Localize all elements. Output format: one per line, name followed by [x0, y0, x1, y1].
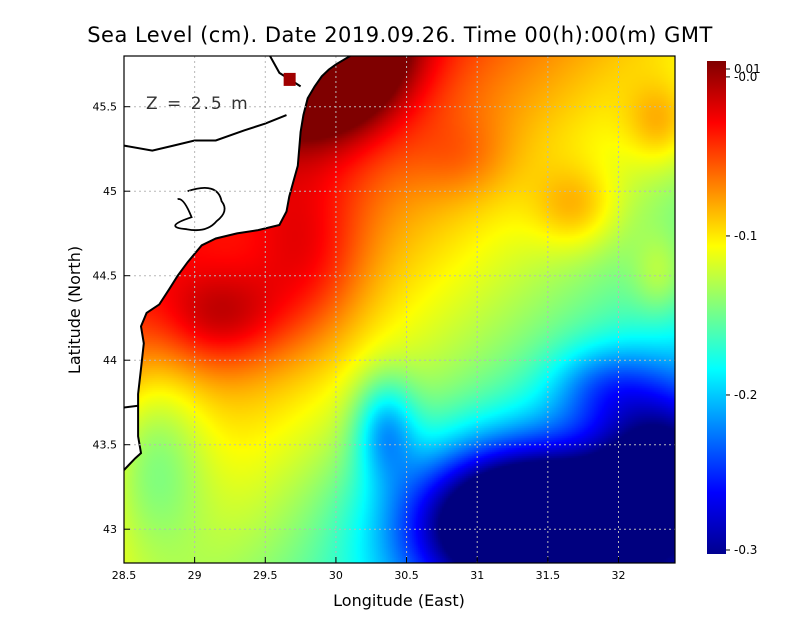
border-line [124, 404, 139, 409]
grid-lines [124, 56, 675, 563]
y-tick-label: 45.5 [93, 101, 118, 114]
colorbar-gradient [707, 61, 726, 554]
x-tick-label: 30.5 [394, 569, 419, 582]
colorbar: 0.01-0.0 -0.1 -0.2 -0.3 [707, 61, 761, 557]
colorbar-ticks: 0.01-0.0 -0.1 -0.2 -0.3 [726, 62, 761, 557]
delta-patch [283, 72, 296, 86]
y-tick-label: 45 [103, 185, 117, 198]
colorbar-tick-label: -0.2 [734, 388, 757, 402]
x-tick-label: 29.5 [253, 569, 278, 582]
land-mask [124, 56, 351, 471]
x-axis-label: Longitude (East) [333, 591, 465, 610]
x-axis-ticks: 28.5 29 29.5 30 30.5 31 31.5 32 [112, 557, 625, 582]
x-tick-label: 30 [329, 569, 343, 582]
x-tick-label: 29 [188, 569, 202, 582]
plot-frame [123, 55, 676, 564]
lake-outline [174, 187, 226, 232]
depth-annotation: Z = 2.5 m [146, 94, 250, 114]
colorbar-tick-label: -0.1 [734, 229, 757, 243]
y-tick-label: 43.5 [93, 439, 118, 452]
land-area [124, 56, 351, 470]
border-line [124, 114, 287, 152]
colorbar-tick-label: -0.0 [734, 70, 757, 84]
colorbar-tick-label: 0.01 [734, 62, 761, 76]
y-tick-label: 43 [103, 523, 117, 536]
x-tick-label: 32 [611, 569, 625, 582]
y-axis-ticks: 43 43.5 44 44.5 45 45.5 [93, 101, 130, 536]
y-tick-label: 44 [103, 354, 117, 367]
y-tick-label: 44.5 [93, 270, 118, 283]
plot-area: Z = 2.5 m [123, 55, 676, 564]
colorbar-tick-label: -0.3 [734, 543, 757, 557]
coastline [124, 56, 351, 471]
x-tick-label: 31.5 [536, 569, 561, 582]
x-tick-label: 28.5 [112, 569, 137, 582]
y-axis-label: Latitude (North) [65, 246, 84, 374]
x-tick-label: 31 [470, 569, 484, 582]
chart-title: Sea Level (cm). Date 2019.09.26. Time 00… [87, 23, 713, 47]
